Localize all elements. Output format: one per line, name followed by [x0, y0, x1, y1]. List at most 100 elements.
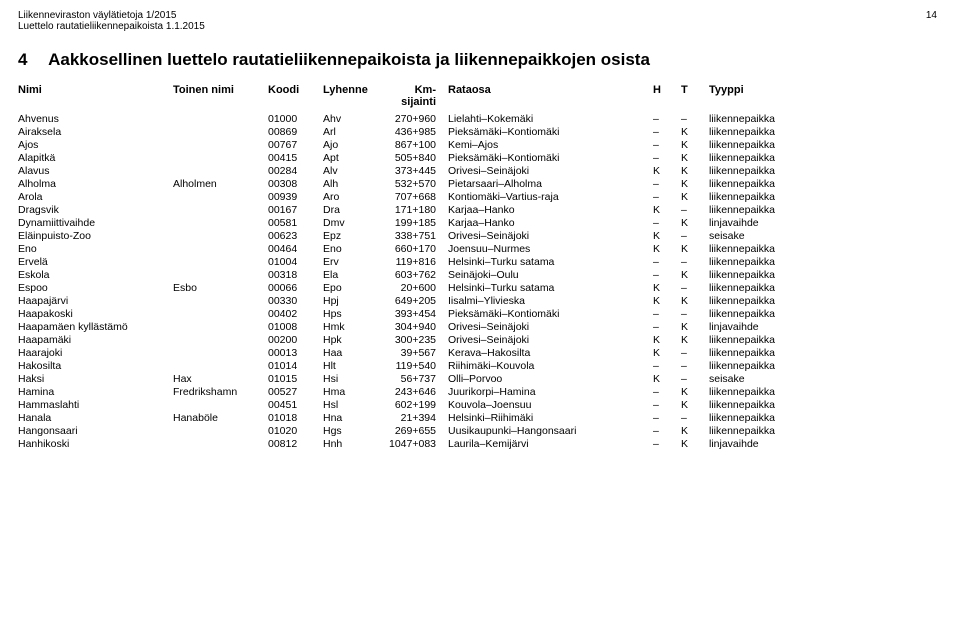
cell-tyyppi: liikennepaikka	[709, 164, 941, 177]
cell-lyh: Hpj	[323, 294, 373, 307]
cell-t: K	[681, 437, 709, 450]
cell-koodi: 00200	[268, 333, 323, 346]
cell-t: K	[681, 151, 709, 164]
cell-t: K	[681, 333, 709, 346]
cell-koodi: 01015	[268, 372, 323, 385]
cell-toinen	[173, 255, 268, 268]
cell-koodi: 00869	[268, 125, 323, 138]
table-row: HaminaFredrikshamn00527Hma243+646Juuriko…	[18, 385, 941, 398]
cell-km: 199+185	[373, 216, 448, 229]
cell-t: K	[681, 125, 709, 138]
cell-lyh: Hnh	[323, 437, 373, 450]
col-lyhenne: Lyhenne	[323, 84, 373, 112]
cell-toinen	[173, 437, 268, 450]
cell-rata: Kouvola–Joensuu	[448, 398, 653, 411]
cell-koodi: 00527	[268, 385, 323, 398]
cell-rata: Olli–Porvoo	[448, 372, 653, 385]
section-title: 4 Aakkosellinen luettelo rautatieliikenn…	[18, 50, 941, 70]
cell-toinen	[173, 294, 268, 307]
cell-tyyppi: liikennepaikka	[709, 346, 941, 359]
cell-toinen	[173, 125, 268, 138]
cell-km: 21+394	[373, 411, 448, 424]
cell-toinen	[173, 346, 268, 359]
cell-toinen	[173, 398, 268, 411]
cell-rata: Orivesi–Seinäjoki	[448, 320, 653, 333]
table-row: Haapamäki00200Hpk300+235Orivesi–Seinäjok…	[18, 333, 941, 346]
table-row: Dynamiittivaihde00581Dmv199+185Karjaa–Ha…	[18, 216, 941, 229]
cell-nimi: Eläinpuisto-Zoo	[18, 229, 173, 242]
cell-lyh: Ela	[323, 268, 373, 281]
cell-km: 373+445	[373, 164, 448, 177]
cell-toinen	[173, 320, 268, 333]
cell-h: K	[653, 203, 681, 216]
cell-km: 660+170	[373, 242, 448, 255]
cell-tyyppi: liikennepaikka	[709, 424, 941, 437]
cell-h: –	[653, 190, 681, 203]
cell-tyyppi: liikennepaikka	[709, 268, 941, 281]
cell-lyh: Apt	[323, 151, 373, 164]
cell-koodi: 00623	[268, 229, 323, 242]
table-row: Airaksela00869Arl436+985Pieksämäki–Konti…	[18, 125, 941, 138]
cell-lyh: Hps	[323, 307, 373, 320]
cell-lyh: Ahv	[323, 112, 373, 125]
table-row: Dragsvik00167Dra171+180Karjaa–HankoK–lii…	[18, 203, 941, 216]
cell-t: K	[681, 294, 709, 307]
cell-h: –	[653, 307, 681, 320]
cell-t: K	[681, 242, 709, 255]
cell-nimi: Hamina	[18, 385, 173, 398]
cell-h: K	[653, 164, 681, 177]
cell-h: –	[653, 359, 681, 372]
cell-nimi: Ahvenus	[18, 112, 173, 125]
cell-nimi: Eno	[18, 242, 173, 255]
cell-h: –	[653, 112, 681, 125]
header-line-2: Luettelo rautatieliikennepaikoista 1.1.2…	[18, 21, 941, 32]
header-line-1: Liikenneviraston väylätietoja 1/2015	[18, 10, 941, 21]
cell-rata: Helsinki–Riihimäki	[448, 411, 653, 424]
cell-km: 603+762	[373, 268, 448, 281]
cell-lyh: Eno	[323, 242, 373, 255]
cell-lyh: Alh	[323, 177, 373, 190]
cell-nimi: Arola	[18, 190, 173, 203]
table-row: Arola00939Aro707+668Kontiomäki–Vartius-r…	[18, 190, 941, 203]
cell-h: –	[653, 385, 681, 398]
cell-t: –	[681, 255, 709, 268]
col-t: T	[681, 84, 709, 112]
cell-koodi: 00284	[268, 164, 323, 177]
cell-rata: Kemi–Ajos	[448, 138, 653, 151]
cell-nimi: Espoo	[18, 281, 173, 294]
cell-lyh: Aro	[323, 190, 373, 203]
cell-lyh: Arl	[323, 125, 373, 138]
cell-koodi: 00581	[268, 216, 323, 229]
cell-toinen: Fredrikshamn	[173, 385, 268, 398]
cell-h: –	[653, 268, 681, 281]
cell-km: 867+100	[373, 138, 448, 151]
cell-km: 39+567	[373, 346, 448, 359]
cell-nimi: Alholma	[18, 177, 173, 190]
cell-t: –	[681, 112, 709, 125]
cell-tyyppi: liikennepaikka	[709, 203, 941, 216]
cell-t: K	[681, 216, 709, 229]
cell-rata: Pietarsaari–Alholma	[448, 177, 653, 190]
cell-t: –	[681, 411, 709, 424]
cell-koodi: 00308	[268, 177, 323, 190]
cell-tyyppi: linjavaihde	[709, 437, 941, 450]
cell-koodi: 00939	[268, 190, 323, 203]
cell-h: –	[653, 125, 681, 138]
cell-lyh: Epo	[323, 281, 373, 294]
cell-nimi: Alavus	[18, 164, 173, 177]
cell-tyyppi: liikennepaikka	[709, 190, 941, 203]
cell-tyyppi: liikennepaikka	[709, 307, 941, 320]
cell-t: –	[681, 372, 709, 385]
cell-km: 1047+083	[373, 437, 448, 450]
cell-nimi: Hangonsaari	[18, 424, 173, 437]
cell-t: K	[681, 268, 709, 281]
cell-t: –	[681, 307, 709, 320]
cell-tyyppi: liikennepaikka	[709, 112, 941, 125]
cell-nimi: Ajos	[18, 138, 173, 151]
cell-tyyppi: liikennepaikka	[709, 281, 941, 294]
table-row: Hanhikoski00812Hnh1047+083Laurila–Kemijä…	[18, 437, 941, 450]
cell-tyyppi: liikennepaikka	[709, 385, 941, 398]
cell-nimi: Eskola	[18, 268, 173, 281]
col-toinen: Toinen nimi	[173, 84, 268, 112]
cell-nimi: Alapitkä	[18, 151, 173, 164]
